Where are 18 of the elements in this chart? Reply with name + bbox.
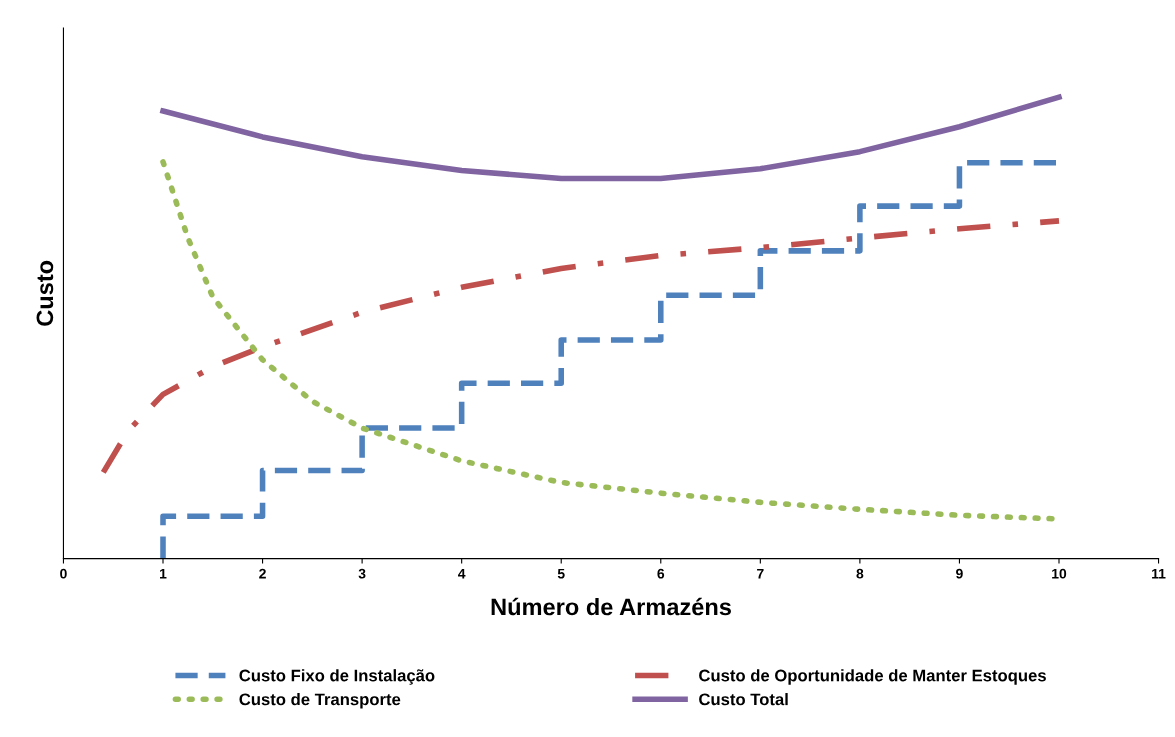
legend-label: Custo de Transporte [239,693,401,709]
x-tick-label: 8 [856,568,864,579]
x-tick-label: 3 [358,568,366,579]
x-tick-label: 2 [259,568,266,579]
x-tick-label: 11 [1152,568,1166,579]
x-tick-label: 0 [60,568,67,579]
x-tick-label: 4 [458,568,466,579]
y-axis-title: Custo [36,260,54,326]
x-tick-label: 7 [757,568,764,579]
x-axis-title: Número de Armazéns [491,597,731,616]
x-tick-label: 6 [657,568,665,579]
x-tick-label: 9 [956,568,963,579]
legend-label: Custo de Oportunidade de Manter Estoques [699,669,1046,685]
x-tick-label: 1 [160,568,167,579]
legend-label: Custo Fixo de Instalação [239,669,435,685]
x-tick-label: 5 [557,568,565,579]
x-tick-label: 10 [1052,568,1067,579]
legend-label: Custo Total [699,693,788,706]
